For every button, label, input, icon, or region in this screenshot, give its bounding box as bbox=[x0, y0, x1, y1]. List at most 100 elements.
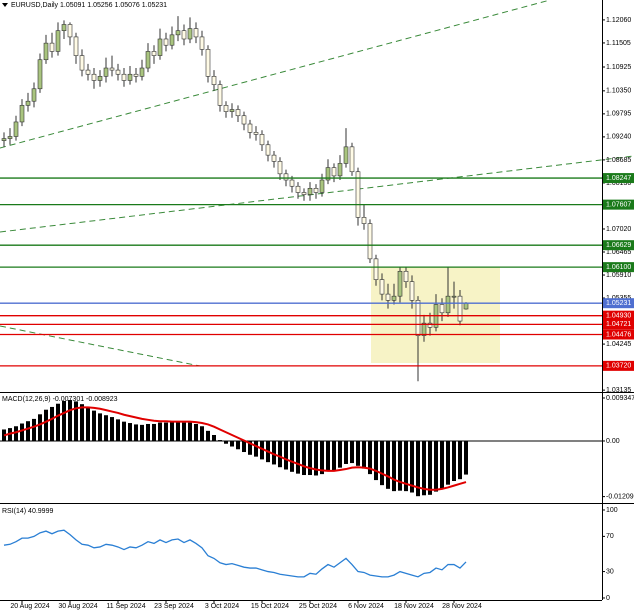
candle-body bbox=[193, 28, 199, 38]
macd-bar bbox=[92, 410, 96, 441]
macd-bar bbox=[122, 421, 126, 441]
candle-body bbox=[229, 109, 235, 112]
macd-title: MACD(12,26,9) -0.007301 -0.008923 bbox=[2, 396, 118, 403]
x-tick-label: 25 Oct 2024 bbox=[299, 603, 337, 610]
macd-bar bbox=[224, 440, 228, 444]
candle-body bbox=[25, 100, 31, 106]
candle-body bbox=[271, 154, 277, 162]
macd-bar bbox=[14, 426, 18, 441]
macd-bar bbox=[380, 440, 384, 486]
candle-body bbox=[7, 136, 13, 139]
candle-body bbox=[373, 258, 379, 280]
macd-bar bbox=[440, 440, 444, 489]
y-tick-label: 1.12060 bbox=[606, 17, 631, 24]
macd-bar bbox=[176, 421, 180, 441]
candle-body bbox=[145, 51, 151, 69]
candle-body bbox=[223, 105, 229, 112]
candle-body bbox=[247, 123, 253, 133]
candle-body bbox=[283, 173, 289, 181]
price-level-tag bbox=[603, 298, 634, 309]
macd-bar bbox=[308, 440, 312, 476]
macd-bar bbox=[104, 415, 108, 441]
candle-body bbox=[211, 76, 217, 85]
candle-body bbox=[355, 171, 361, 218]
macd-bar bbox=[56, 403, 60, 441]
price-level-label: 1.06629 bbox=[606, 242, 631, 249]
y-tick-label: 100 bbox=[606, 507, 618, 514]
macd-bar bbox=[338, 440, 342, 468]
macd-bar bbox=[110, 417, 114, 441]
macd-bar bbox=[314, 440, 318, 476]
y-tick-label: -0.01209 bbox=[606, 493, 634, 500]
macd-bar bbox=[38, 414, 42, 441]
macd-bar bbox=[326, 440, 330, 472]
macd-bar bbox=[62, 400, 66, 441]
macd-bar bbox=[212, 435, 216, 441]
candle-body bbox=[133, 73, 139, 77]
macd-bar bbox=[74, 401, 78, 441]
candle-body bbox=[259, 134, 265, 146]
candle-body bbox=[235, 109, 241, 117]
y-tick-label: 1.06465 bbox=[606, 249, 631, 256]
macd-bar bbox=[20, 423, 24, 441]
price-level-label: 1.03720 bbox=[606, 363, 631, 370]
macd-bar bbox=[260, 440, 264, 460]
candle-body bbox=[49, 42, 55, 52]
y-tick-label: 1.05910 bbox=[606, 272, 631, 279]
candle-body bbox=[421, 322, 427, 336]
macd-bar bbox=[158, 422, 162, 441]
candle-body bbox=[61, 24, 67, 31]
candle-body bbox=[67, 24, 73, 38]
candle-body bbox=[313, 188, 319, 193]
candle-body bbox=[265, 144, 271, 156]
candle-body bbox=[205, 49, 211, 77]
signal-line bbox=[3, 406, 467, 491]
candle-body bbox=[43, 42, 49, 61]
y-tick-label: 1.11505 bbox=[606, 40, 631, 47]
candle-body bbox=[451, 295, 457, 298]
macd-bar bbox=[86, 407, 90, 441]
candle-body bbox=[13, 121, 19, 137]
y-tick-label: 1.10925 bbox=[606, 64, 631, 71]
x-tick-label: 11 Sep 2024 bbox=[106, 603, 145, 610]
candle-body bbox=[367, 223, 373, 260]
y-tick-label: 70 bbox=[606, 533, 614, 540]
price-level-tag bbox=[603, 240, 634, 251]
macd-bar bbox=[392, 440, 396, 492]
y-tick-label: 0 bbox=[606, 595, 610, 602]
macd-bar bbox=[236, 440, 240, 450]
x-tick-label: 18 Nov 2024 bbox=[394, 603, 434, 610]
macd-bar bbox=[200, 426, 204, 441]
macd-bar bbox=[218, 440, 222, 441]
macd-bar bbox=[248, 440, 252, 455]
x-tick-label: 20 Aug 2024 bbox=[10, 603, 49, 610]
macd-bar bbox=[350, 440, 354, 464]
y-tick-label: 30 bbox=[606, 568, 614, 575]
macd-bar bbox=[362, 440, 366, 469]
y-tick-label: 0.009347 bbox=[606, 395, 634, 402]
candle-body bbox=[19, 105, 25, 123]
candle-body bbox=[361, 217, 367, 224]
candle-body bbox=[463, 302, 469, 310]
candle-body bbox=[337, 163, 343, 177]
macd-bar bbox=[152, 423, 156, 441]
macd-bar bbox=[140, 424, 144, 441]
candle-body bbox=[415, 300, 421, 336]
trendline bbox=[0, 0, 551, 149]
candle-body bbox=[217, 84, 223, 106]
candle-body bbox=[79, 55, 85, 71]
candle-body bbox=[1, 138, 7, 141]
price-level-label: 1.04930 bbox=[606, 313, 631, 320]
rsi-title: RSI(14) 40.9999 bbox=[2, 508, 53, 515]
macd-bar bbox=[356, 440, 360, 466]
y-tick-label: 0.00 bbox=[606, 438, 620, 445]
macd-bar bbox=[302, 440, 306, 476]
y-tick-label: 1.10350 bbox=[606, 88, 631, 95]
macd-bar bbox=[416, 440, 420, 497]
price-level-label: 1.08247 bbox=[606, 175, 631, 182]
candle-body bbox=[403, 270, 409, 282]
candle-body bbox=[427, 322, 433, 328]
candle-body bbox=[319, 179, 325, 193]
candle-body bbox=[187, 28, 193, 40]
